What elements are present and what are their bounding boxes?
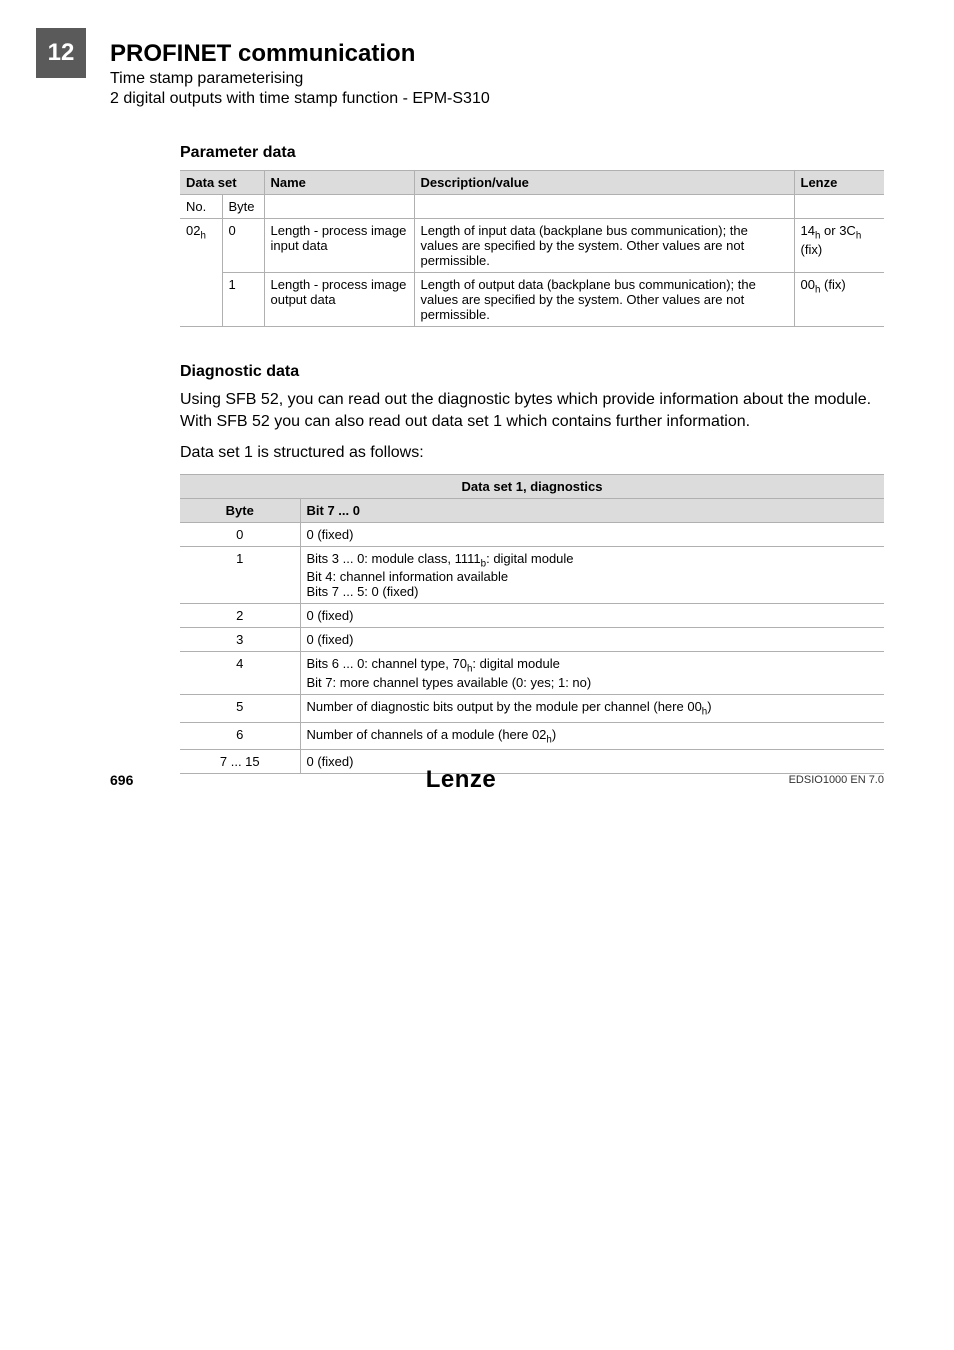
cell-desc: Length of input data (backplane bus comm… bbox=[414, 219, 794, 273]
table-row: 0 0 (fixed) bbox=[180, 522, 884, 546]
cell-lenze: 00h (fix) bbox=[794, 273, 884, 327]
cell-byte: 0 bbox=[222, 219, 264, 273]
cell-name: Length - process image output data bbox=[264, 273, 414, 327]
cell-byte: 5 bbox=[180, 694, 300, 722]
table-row: 3 0 (fixed) bbox=[180, 628, 884, 652]
document-title: PROFINET communication bbox=[110, 40, 884, 68]
diagnostic-data-table: Data set 1, diagnostics Byte Bit 7 ... 0… bbox=[180, 474, 884, 774]
cell-byte: 3 bbox=[180, 628, 300, 652]
chapter-number-box: 12 bbox=[36, 28, 86, 78]
cell-no: 02h bbox=[180, 219, 222, 327]
table-header-row: Data set Name Description/value Lenze bbox=[180, 171, 884, 195]
chapter-number: 12 bbox=[48, 39, 75, 67]
col-name: Name bbox=[264, 171, 414, 195]
footer-doc-id: EDSIO1000 EN 7.0 bbox=[789, 774, 884, 786]
table-caption-row: Data set 1, diagnostics bbox=[180, 474, 884, 498]
col-dataset: Data set bbox=[180, 171, 264, 195]
col-byte: Byte bbox=[222, 195, 264, 219]
document-subtitle-2: 2 digital outputs with time stamp functi… bbox=[110, 90, 884, 108]
cell-name: Length - process image input data bbox=[264, 219, 414, 273]
cell-byte: 6 bbox=[180, 722, 300, 750]
cell-val: Number of diagnostic bits output by the … bbox=[300, 694, 884, 722]
col-desc: Description/value bbox=[414, 171, 794, 195]
empty-cell bbox=[264, 195, 414, 219]
table-row: 1 Bits 3 ... 0: module class, 1111b: dig… bbox=[180, 546, 884, 604]
section-heading-parameter: Parameter data bbox=[180, 144, 884, 162]
cell-desc: Length of output data (backplane bus com… bbox=[414, 273, 794, 327]
cell-byte: 1 bbox=[222, 273, 264, 327]
cell-lenze: 14h or 3Ch (fix) bbox=[794, 219, 884, 273]
diagnostic-paragraph-1: Using SFB 52, you can read out the diagn… bbox=[180, 389, 884, 432]
cell-byte: 2 bbox=[180, 604, 300, 628]
table-subheader-row: No. Byte bbox=[180, 195, 884, 219]
col-bit: Bit 7 ... 0 bbox=[300, 498, 884, 522]
cell-val: Bits 3 ... 0: module class, 1111b: digit… bbox=[300, 546, 884, 604]
page-footer: 696 Lenze EDSIO1000 EN 7.0 bbox=[0, 766, 954, 794]
cell-byte: 0 bbox=[180, 522, 300, 546]
table-row: 4 Bits 6 ... 0: channel type, 70h: digit… bbox=[180, 652, 884, 695]
table-row: 6 Number of channels of a module (here 0… bbox=[180, 722, 884, 750]
cell-byte: 4 bbox=[180, 652, 300, 695]
cell-byte: 1 bbox=[180, 546, 300, 604]
cell-val: 0 (fixed) bbox=[300, 604, 884, 628]
section-heading-diagnostic: Diagnostic data bbox=[180, 363, 884, 381]
footer-page-number: 696 bbox=[110, 772, 133, 788]
table-row: 5 Number of diagnostic bits output by th… bbox=[180, 694, 884, 722]
diagnostic-paragraph-2: Data set 1 is structured as follows: bbox=[180, 442, 884, 464]
table-row: 1 Length - process image output data Len… bbox=[180, 273, 884, 327]
table-row: 2 0 (fixed) bbox=[180, 604, 884, 628]
footer-logo: Lenze bbox=[426, 766, 497, 794]
cell-val: Number of channels of a module (here 02h… bbox=[300, 722, 884, 750]
col-no: No. bbox=[180, 195, 222, 219]
empty-cell bbox=[794, 195, 884, 219]
cell-val: Bits 6 ... 0: channel type, 70h: digital… bbox=[300, 652, 884, 695]
document-subtitle-1: Time stamp parameterising bbox=[110, 70, 884, 88]
col-byte: Byte bbox=[180, 498, 300, 522]
section-parameter-data: Parameter data Data set Name Description… bbox=[180, 144, 884, 774]
col-lenze: Lenze bbox=[794, 171, 884, 195]
table-caption: Data set 1, diagnostics bbox=[180, 474, 884, 498]
table-row: 02h 0 Length - process image input data … bbox=[180, 219, 884, 273]
parameter-data-table: Data set Name Description/value Lenze No… bbox=[180, 170, 884, 327]
cell-val: 0 (fixed) bbox=[300, 628, 884, 652]
empty-cell bbox=[414, 195, 794, 219]
table-header-row: Byte Bit 7 ... 0 bbox=[180, 498, 884, 522]
cell-val: 0 (fixed) bbox=[300, 522, 884, 546]
page-content: PROFINET communication Time stamp parame… bbox=[110, 40, 884, 774]
